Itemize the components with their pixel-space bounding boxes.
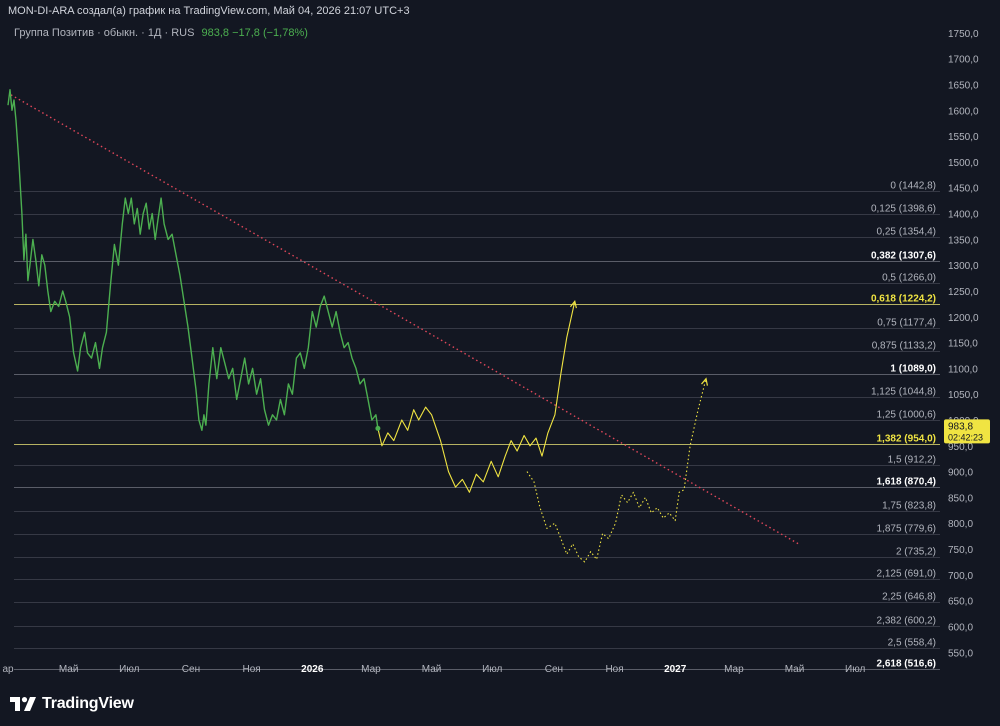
projection-path (377, 301, 576, 493)
time-axis: ар Май Июл Сен Ноя 2026 Мар Май Июл Сен Ноя 2027 Мар… (2, 664, 865, 675)
price-change: 983,8 −17,8 (−1,78%) (201, 27, 308, 39)
price-series (7, 88, 708, 563)
fibonacci-labels: 0 (1442,8) 0,125 (1398,6) 0,25 (1354,4) 0,3… (871, 181, 936, 670)
y-tick-label: 1100,0 (948, 364, 978, 375)
price-axis: 550,0 600,0 650,0 700,0 750,0 800,0 850,0 900,0… (948, 29, 979, 659)
y-tick-label: 650,0 (948, 597, 973, 608)
x-tick-label: Мар (361, 664, 381, 675)
x-tick-label: Ноя (243, 664, 261, 675)
y-tick-label: 1750,0 (948, 29, 979, 40)
downtrend-line (10, 94, 799, 545)
x-tick-label: Мар (724, 664, 744, 675)
fib-level-label: 1,875 (779,6) (877, 524, 937, 535)
y-tick-label: 850,0 (948, 493, 973, 504)
x-tick-label: 2027 (664, 664, 687, 675)
fib-level-label: 1,618 (870,4) (877, 477, 937, 488)
x-tick-label: Июл (119, 664, 139, 675)
y-tick-label: 600,0 (948, 622, 973, 633)
fib-level-label: 0,5 (1266,0) (882, 273, 936, 284)
fib-level-label: 0,125 (1398,6) (871, 204, 936, 215)
fib-level-label: 1,125 (1044,8) (871, 387, 936, 398)
bar-countdown: 02:42:23 (948, 432, 983, 442)
x-tick-label: Май (785, 664, 805, 675)
fib-level-label: 2 (735,2) (896, 547, 936, 558)
projection-arrowhead (701, 377, 708, 386)
fib-level-label: 0,618 (1224,2) (871, 294, 936, 305)
fib-level-label: 1 (1089,0) (890, 364, 936, 375)
y-tick-label: 800,0 (948, 519, 973, 530)
last-price-dot (375, 425, 381, 431)
y-tick-label: 700,0 (948, 571, 973, 582)
y-tick-label: 1400,0 (948, 210, 979, 221)
y-tick-label: 1050,0 (948, 390, 979, 401)
y-tick-label: 550,0 (948, 648, 973, 659)
y-tick-label: 1300,0 (948, 261, 979, 272)
last-price-tag: 983,802:42:23 (944, 419, 990, 444)
x-tick-label: ар (2, 664, 14, 675)
y-tick-label: 1450,0 (948, 184, 979, 195)
last-price-tag-box (944, 419, 990, 444)
y-tick-label: 900,0 (948, 468, 973, 479)
y-tick-label: 1200,0 (948, 313, 979, 324)
y-tick-label: 1350,0 (948, 235, 979, 246)
brand-name: TradingView (42, 695, 134, 712)
fib-level-label: 0,382 (1307,6) (871, 251, 936, 262)
x-tick-label: Июл (482, 664, 502, 675)
y-tick-label: 1650,0 (948, 81, 979, 92)
fib-level-label: 2,25 (646,8) (882, 592, 936, 603)
projection-path (526, 378, 707, 563)
fib-level-label: 2,618 (516,6) (877, 659, 937, 670)
fib-level-label: 0,75 (1177,4) (877, 318, 936, 329)
symbol-legend: Группа Позитив · обыкн. · 1Д · RUS 983,8… (14, 27, 308, 39)
y-tick-label: 1600,0 (948, 106, 979, 117)
chart-caption: MON-DI-ARA создал(а) график на TradingVi… (8, 5, 410, 17)
fib-level-label: 1,5 (912,2) (888, 455, 936, 466)
fib-level-label: 1,75 (823,8) (882, 501, 936, 512)
x-tick-label: 2026 (301, 664, 324, 675)
fib-level-label: 2,382 (600,2) (877, 616, 937, 627)
y-tick-label: 1250,0 (948, 287, 979, 298)
y-tick-label: 1150,0 (948, 339, 978, 350)
fib-level-label: 1,382 (954,0) (877, 434, 937, 445)
tradingview-logo[interactable]: TradingView (10, 694, 134, 714)
tradingview-logo-icon (10, 696, 38, 712)
trendline (10, 94, 799, 545)
fib-level-label: 2,5 (558,4) (888, 638, 936, 649)
projection-arrowhead (569, 299, 577, 309)
price-history-line (7, 88, 379, 431)
y-tick-label: 1500,0 (948, 158, 979, 169)
fib-level-label: 2,125 (691,0) (877, 569, 937, 580)
x-tick-label: Май (59, 664, 79, 675)
x-tick-label: Ноя (605, 664, 623, 675)
x-tick-label: Июл (845, 664, 865, 675)
x-tick-label: Сен (182, 664, 200, 675)
x-tick-label: Сен (545, 664, 563, 675)
fib-level-label: 1,25 (1000,6) (877, 410, 937, 421)
last-price-value: 983,8 (948, 421, 973, 432)
x-tick-label: Май (422, 664, 442, 675)
y-tick-label: 950,0 (948, 442, 973, 453)
y-tick-label: 1700,0 (948, 55, 979, 66)
fib-level-label: 0 (1442,8) (890, 181, 936, 192)
fib-level-label: 0,25 (1354,4) (877, 227, 937, 238)
symbol-label[interactable]: Группа Позитив · обыкн. · 1Д · RUS (14, 27, 195, 39)
y-tick-label: 750,0 (948, 545, 973, 556)
fibonacci-levels (14, 191, 940, 670)
fib-level-label: 0,875 (1133,2) (872, 341, 936, 352)
y-tick-label: 1550,0 (948, 132, 979, 143)
